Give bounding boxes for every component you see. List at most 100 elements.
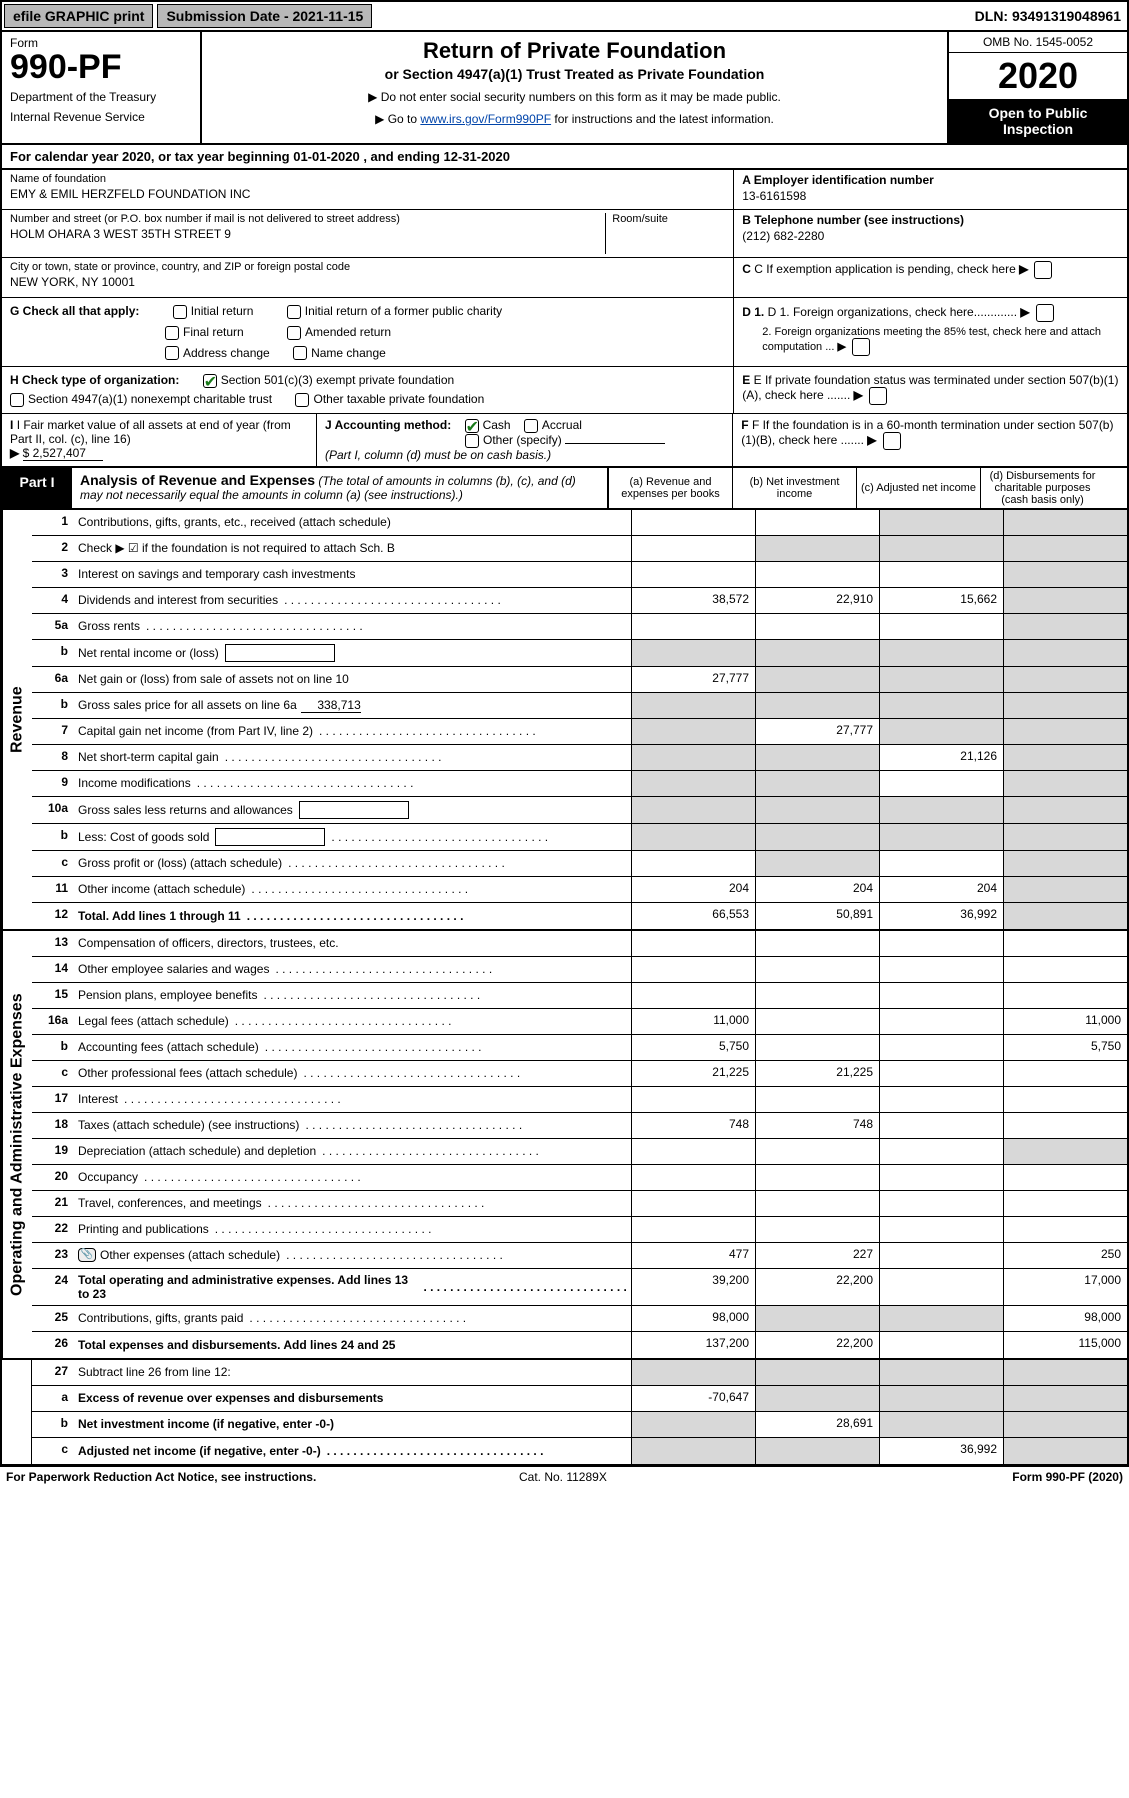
col-c-header: (c) Adjusted net income [856,468,980,508]
col-d [1003,1360,1127,1385]
table-row: aExcess of revenue over expenses and dis… [32,1386,1127,1412]
revenue-section: Revenue 1Contributions, gifts, grants, e… [0,510,1129,931]
foundation-info: Name of foundation EMY & EMIL HERZFELD F… [0,170,1129,298]
col-b [755,851,879,876]
form-subtitle: or Section 4947(a)(1) Trust Treated as P… [208,66,941,82]
efile-print-button[interactable]: efile GRAPHIC print [4,4,153,28]
line-description: Total operating and administrative expen… [74,1269,631,1305]
line-description: Contributions, gifts, grants paid [74,1306,631,1331]
g-amended-checkbox[interactable] [287,326,301,340]
col-d [1003,719,1127,744]
col-d [1003,877,1127,902]
col-c [879,824,1003,850]
col-a [631,1191,755,1216]
col-a [631,510,755,535]
j-cash-checkbox[interactable] [465,419,479,433]
g-initial-checkbox[interactable] [173,305,187,319]
form-note2: ▶ Go to www.irs.gov/Form990PF for instru… [208,112,941,126]
line-description: Interest on savings and temporary cash i… [74,562,631,587]
g-check-row: G Check all that apply: Initial return I… [0,298,1129,367]
addr-value: HOLM OHARA 3 WEST 35TH STREET 9 [10,227,605,241]
line-number: c [32,1438,74,1464]
col-a [631,1438,755,1464]
line-number: b [32,824,74,850]
col-d [1003,771,1127,796]
line-description: Compensation of officers, directors, tru… [74,931,631,956]
col-a [631,1360,755,1385]
exemption-pending-cell: C C If exemption application is pending,… [734,258,1127,298]
j-accrual-checkbox[interactable] [524,419,538,433]
col-c [879,797,1003,823]
line-description: Other professional fees (attach schedule… [74,1061,631,1086]
table-row: 4Dividends and interest from securities3… [32,588,1127,614]
j-cash: Cash [483,418,511,432]
table-row: 6aNet gain or (loss) from sale of assets… [32,667,1127,693]
line-description: Interest [74,1087,631,1112]
line-description: Other employee salaries and wages [74,957,631,982]
ein-cell: A Employer identification number 13-6161… [734,170,1127,210]
col-b [755,1009,879,1034]
col-d [1003,1087,1127,1112]
city-value: NEW YORK, NY 10001 [10,275,725,289]
d1-checkbox[interactable] [1036,304,1054,322]
col-c: 21,126 [879,745,1003,770]
col-a [631,536,755,561]
line-description: Capital gain net income (from Part IV, l… [74,719,631,744]
line-description: Occupancy [74,1165,631,1190]
line-description: Accounting fees (attach schedule) [74,1035,631,1060]
line-description: Printing and publications [74,1217,631,1242]
col-d [1003,1061,1127,1086]
table-row: 13Compensation of officers, directors, t… [32,931,1127,957]
c-checkbox[interactable] [1034,261,1052,279]
line-number: 6a [32,667,74,692]
f-checkbox[interactable] [883,432,901,450]
table-row: 25Contributions, gifts, grants paid98,00… [32,1306,1127,1332]
line-number: 18 [32,1113,74,1138]
footer-cat: Cat. No. 11289X [519,1470,607,1484]
g-initial-former-checkbox[interactable] [287,305,301,319]
line-number: 22 [32,1217,74,1242]
line-description: Gross profit or (loss) (attach schedule) [74,851,631,876]
line-description: Less: Cost of goods sold [74,824,631,850]
col-d [1003,1386,1127,1411]
line-number: 13 [32,931,74,956]
line-number: 9 [32,771,74,796]
attachment-icon[interactable]: 📎 [78,1248,96,1262]
col-b [755,614,879,639]
h-4947-checkbox[interactable] [10,393,24,407]
col-d [1003,1139,1127,1164]
g-name-checkbox[interactable] [293,346,307,360]
col-c [879,1269,1003,1305]
col-a: 38,572 [631,588,755,613]
topbar: efile GRAPHIC print Submission Date - 20… [0,0,1129,32]
j-other-checkbox[interactable] [465,434,479,448]
line-description: Legal fees (attach schedule) [74,1009,631,1034]
g-final-checkbox[interactable] [165,326,179,340]
col-a [631,824,755,850]
col-a: 11,000 [631,1009,755,1034]
h-501c3-checkbox[interactable] [203,374,217,388]
city-label: City or town, state or province, country… [10,261,725,273]
g-address-checkbox[interactable] [165,346,179,360]
col-a: -70,647 [631,1386,755,1411]
col-a: 204 [631,877,755,902]
d2-checkbox[interactable] [852,338,870,356]
col-c [879,1191,1003,1216]
form990pf-link[interactable]: www.irs.gov/Form990PF [420,112,551,126]
line-number: 16a [32,1009,74,1034]
col-d [1003,640,1127,666]
h-other-checkbox[interactable] [295,393,309,407]
col-d [1003,957,1127,982]
line-number: 23 [32,1243,74,1268]
table-row: bAccounting fees (attach schedule)5,7505… [32,1035,1127,1061]
table-row: 15Pension plans, employee benefits [32,983,1127,1009]
part1-desc: Analysis of Revenue and Expenses (The to… [72,468,608,508]
line-description: Net gain or (loss) from sale of assets n… [74,667,631,692]
col-d [1003,562,1127,587]
col-a [631,719,755,744]
e-checkbox[interactable] [869,387,887,405]
col-a [631,1139,755,1164]
table-row: 21Travel, conferences, and meetings [32,1191,1127,1217]
line-number: 8 [32,745,74,770]
g-label: G Check all that apply: [10,304,139,318]
